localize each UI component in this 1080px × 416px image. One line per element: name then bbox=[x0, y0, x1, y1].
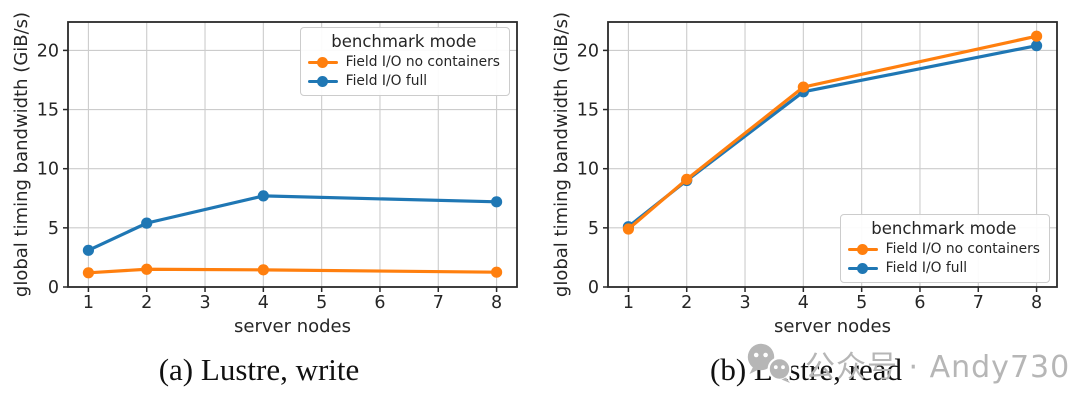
caption-a: (a) Lustre, write bbox=[158, 352, 360, 387]
svg-text:20: 20 bbox=[577, 41, 599, 61]
svg-text:4: 4 bbox=[258, 293, 269, 313]
svg-text:0: 0 bbox=[48, 278, 59, 298]
legend-read: benchmark mode Field I/O no containers F… bbox=[839, 214, 1050, 283]
svg-text:8: 8 bbox=[1031, 293, 1042, 313]
legend-dot-sample bbox=[857, 262, 869, 274]
svg-text:7: 7 bbox=[973, 293, 984, 313]
svg-text:6: 6 bbox=[374, 293, 385, 313]
svg-text:5: 5 bbox=[856, 293, 867, 313]
svg-text:global timing bandwidth (GiB/s: global timing bandwidth (GiB/s) bbox=[551, 12, 572, 297]
legend-entry-no-containers: Field I/O no containers bbox=[847, 241, 1040, 257]
legend-label: Field I/O full bbox=[345, 73, 428, 89]
svg-text:3: 3 bbox=[739, 293, 750, 313]
legend-dot-sample bbox=[317, 56, 329, 68]
svg-text:15: 15 bbox=[37, 101, 59, 121]
svg-text:4: 4 bbox=[798, 293, 809, 313]
legend-entry-full: Field I/O full bbox=[307, 73, 500, 89]
svg-text:20: 20 bbox=[37, 41, 59, 61]
svg-text:1: 1 bbox=[83, 293, 94, 313]
svg-text:15: 15 bbox=[577, 101, 599, 121]
svg-text:server nodes: server nodes bbox=[234, 316, 351, 337]
svg-text:5: 5 bbox=[316, 293, 327, 313]
legend-write: benchmark mode Field I/O no containers F… bbox=[299, 27, 510, 96]
orange-line-marker-icon bbox=[847, 243, 878, 255]
chart-lustre-read: 1 2 3 4 5 6 7 8 0 5 10 15 20 server nodes global timin… bbox=[540, 0, 1080, 340]
legend-label: Field I/O no containers bbox=[885, 241, 1040, 257]
svg-text:3: 3 bbox=[199, 293, 210, 313]
legend-label: Field I/O no containers bbox=[345, 54, 500, 70]
svg-text:server nodes: server nodes bbox=[774, 316, 891, 337]
caption-b: (b) Lustre, read bbox=[710, 352, 902, 387]
chart-lustre-write: 1 2 3 4 5 6 7 8 0 5 10 15 20 server nodes global timin… bbox=[0, 0, 540, 340]
legend-label: Field I/O full bbox=[885, 260, 968, 276]
svg-text:2: 2 bbox=[141, 293, 152, 313]
svg-text:6: 6 bbox=[914, 293, 925, 313]
svg-text:7: 7 bbox=[433, 293, 444, 313]
svg-text:0: 0 bbox=[588, 278, 599, 298]
blue-line-marker-icon bbox=[847, 262, 878, 274]
legend-entry-no-containers: Field I/O no containers bbox=[307, 54, 500, 70]
legend-dot-sample bbox=[857, 243, 869, 255]
svg-text:5: 5 bbox=[48, 219, 59, 239]
svg-text:1: 1 bbox=[623, 293, 634, 313]
svg-text:10: 10 bbox=[577, 160, 599, 180]
legend-dot-sample bbox=[317, 75, 329, 87]
legend-title: benchmark mode bbox=[331, 32, 477, 51]
svg-text:8: 8 bbox=[491, 293, 502, 313]
svg-text:10: 10 bbox=[37, 160, 59, 180]
legend-entry-full: Field I/O full bbox=[847, 260, 1040, 276]
blue-line-marker-icon bbox=[307, 75, 338, 87]
svg-text:5: 5 bbox=[588, 219, 599, 239]
plot-lustre-read: 1 2 3 4 5 6 7 8 0 5 10 15 20 server nodes global timin… bbox=[551, 12, 1058, 337]
orange-line-marker-icon bbox=[307, 56, 338, 68]
legend-title: benchmark mode bbox=[871, 219, 1017, 238]
svg-text:global timing bandwidth (GiB/s: global timing bandwidth (GiB/s) bbox=[11, 12, 32, 297]
svg-text:2: 2 bbox=[681, 293, 692, 313]
